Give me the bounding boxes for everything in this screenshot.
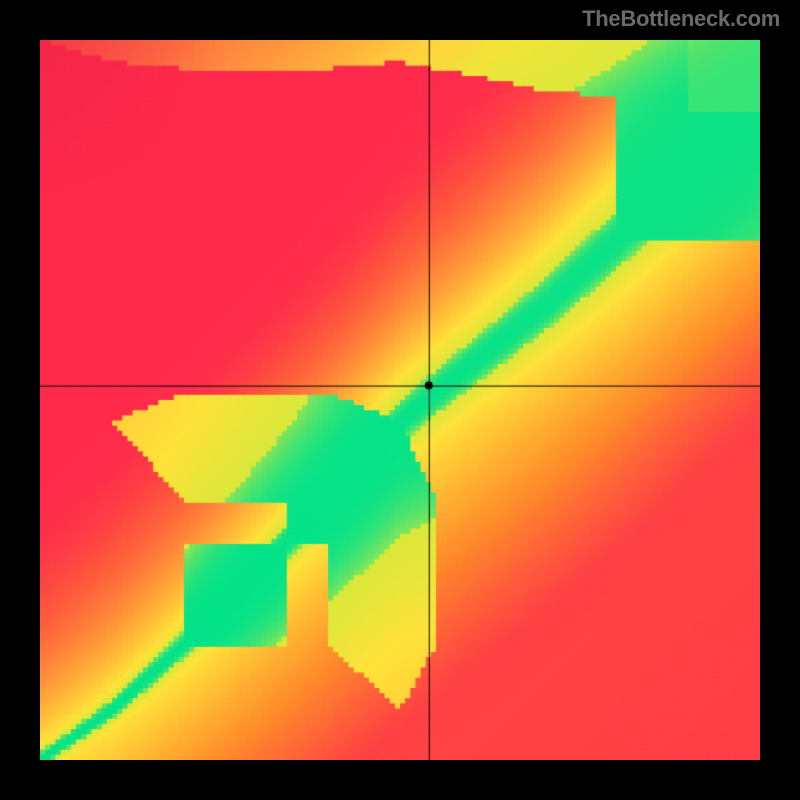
watermark-text: TheBottleneck.com [582,6,780,32]
bottleneck-heatmap [40,40,760,760]
